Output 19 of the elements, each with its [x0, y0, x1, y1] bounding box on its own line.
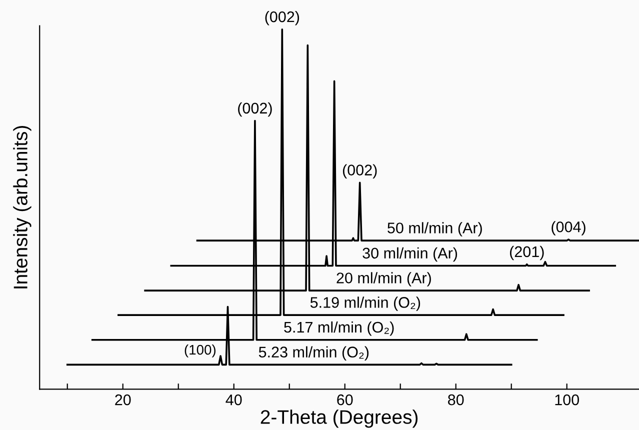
annotation: (002) — [342, 164, 377, 178]
annotation: (004) — [552, 221, 586, 236]
series-label: 5.23 ml/min (O₂) — [258, 346, 369, 361]
x-tick-label: 40 — [226, 394, 242, 406]
annotation: (002) — [238, 102, 272, 117]
annotation: (100) — [184, 344, 216, 358]
series-label: 5.17 ml/min (O₂) — [284, 321, 394, 336]
x-tick-label: 100 — [555, 394, 579, 406]
x-axis-title: 2-Theta (Degrees) — [260, 410, 418, 428]
annotation: (002) — [265, 10, 300, 26]
annotation: (201) — [510, 246, 544, 260]
y-axis-title: Intensity (arb.units) — [13, 126, 32, 288]
series-label: 30 ml/min (Ar) — [362, 247, 458, 262]
series-label: 5.19 ml/min (O₂) — [310, 296, 420, 311]
series-label: 20 ml/min (Ar) — [336, 272, 431, 286]
x-tick-label: 20 — [115, 394, 131, 406]
x-tick-label: 60 — [337, 394, 353, 406]
x-tick-label: 80 — [448, 394, 464, 406]
series-label: 50 ml/min (Ar) — [388, 222, 482, 236]
